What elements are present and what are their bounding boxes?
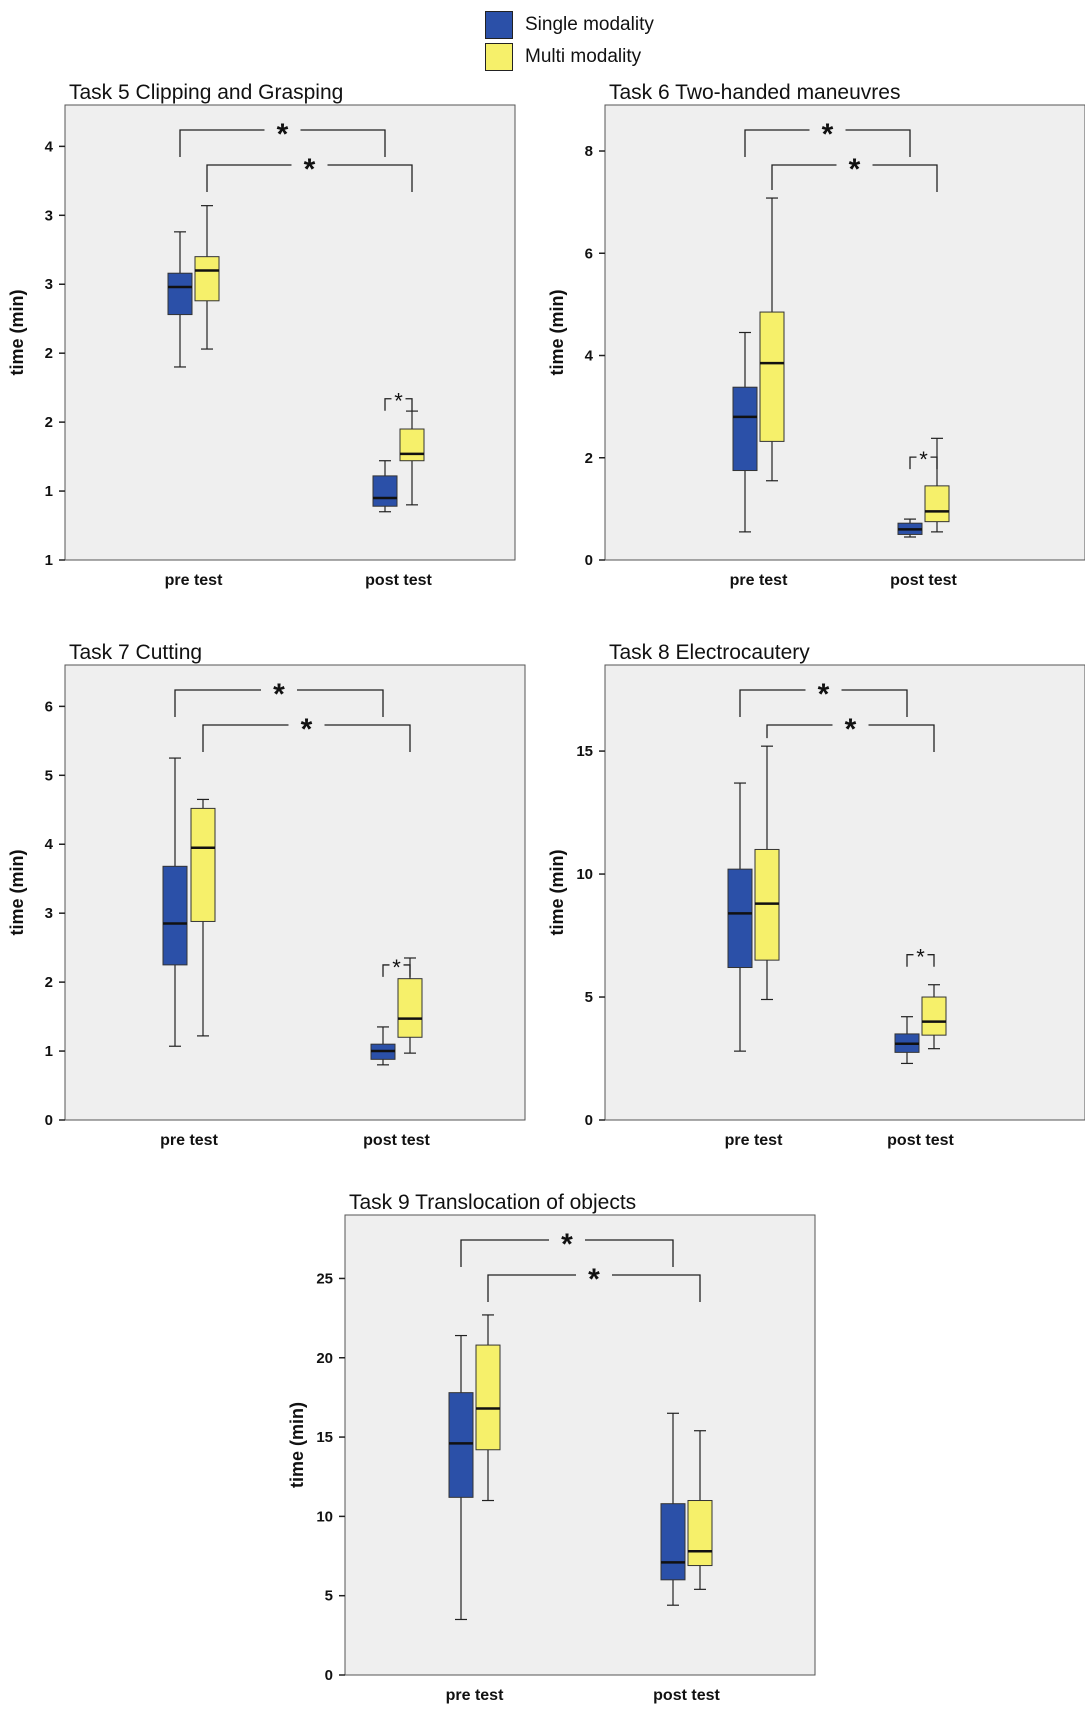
box-iqr bbox=[400, 429, 424, 461]
box-iqr bbox=[398, 979, 422, 1038]
legend-label-single: Single modality bbox=[525, 14, 654, 36]
chart-title: Task 9 Translocation of objects bbox=[349, 1191, 636, 1214]
x-category-label: post test bbox=[890, 572, 957, 589]
significance-star: * bbox=[392, 955, 401, 980]
y-tick-label: 0 bbox=[585, 1112, 593, 1129]
box-iqr bbox=[661, 1504, 685, 1580]
significance-star: * bbox=[919, 447, 928, 472]
significance-star: * bbox=[301, 713, 313, 746]
box-iqr bbox=[688, 1501, 712, 1566]
legend-item-single: Single modality bbox=[485, 10, 654, 40]
chart-task-8: Task 8 Electrocautery 0 5 10 15 time (min) pre… bbox=[545, 640, 1085, 1160]
y-tick-label: 25 bbox=[316, 1270, 333, 1287]
plot-area bbox=[345, 1215, 815, 1675]
significance-star: * bbox=[304, 153, 316, 186]
y-tick-label: 6 bbox=[45, 698, 53, 715]
y-tick-label: 0 bbox=[325, 1667, 333, 1684]
x-category-label: pre test bbox=[730, 572, 788, 589]
y-tick-label: 1 bbox=[45, 483, 53, 500]
significance-star: * bbox=[588, 1263, 600, 1296]
y-tick-label: 10 bbox=[576, 866, 593, 883]
box-iqr bbox=[191, 808, 215, 921]
y-tick-label: 4 bbox=[45, 138, 54, 155]
y-tick-label: 1 bbox=[45, 1043, 53, 1060]
significance-star: * bbox=[277, 118, 289, 151]
legend: Single modality Multi modality bbox=[485, 10, 654, 74]
y-axis-label: time (min) bbox=[287, 1402, 307, 1488]
x-category-label: post test bbox=[653, 1687, 720, 1704]
y-tick-label: 2 bbox=[585, 450, 593, 467]
y-tick-label: 6 bbox=[585, 245, 593, 262]
significance-star: * bbox=[916, 945, 925, 970]
y-tick-label: 2 bbox=[45, 345, 53, 362]
box-iqr bbox=[449, 1393, 473, 1498]
chart-title: Task 8 Electrocautery bbox=[609, 641, 810, 664]
box-iqr bbox=[922, 997, 946, 1035]
significance-star: * bbox=[818, 678, 830, 711]
y-axis-label: time (min) bbox=[547, 289, 567, 375]
plot-area bbox=[65, 665, 525, 1120]
y-tick-label: 4 bbox=[45, 836, 54, 853]
plot-area bbox=[65, 105, 515, 560]
x-category-label: pre test bbox=[446, 1687, 504, 1704]
y-tick-label: 3 bbox=[45, 905, 53, 922]
legend-item-multi: Multi modality bbox=[485, 42, 654, 72]
box-iqr bbox=[168, 273, 192, 314]
y-tick-label: 1 bbox=[45, 552, 53, 569]
legend-swatch-single bbox=[485, 11, 513, 39]
y-tick-label: 2 bbox=[45, 414, 53, 431]
y-tick-label: 15 bbox=[316, 1429, 333, 1446]
significance-star: * bbox=[849, 153, 861, 186]
significance-star: * bbox=[394, 389, 403, 414]
legend-label-multi: Multi modality bbox=[525, 46, 641, 68]
box-iqr bbox=[728, 869, 752, 967]
y-tick-label: 3 bbox=[45, 207, 53, 224]
y-tick-label: 20 bbox=[316, 1350, 333, 1367]
y-tick-label: 10 bbox=[316, 1508, 333, 1525]
chart-title: Task 5 Clipping and Grasping bbox=[69, 81, 343, 104]
x-category-label: post test bbox=[365, 572, 432, 589]
chart-task-7: Task 7 Cutting 0 1 2 3 4 5 6 time (min) pre test p… bbox=[0, 640, 545, 1160]
x-category-label: pre test bbox=[160, 1132, 218, 1149]
significance-star: * bbox=[822, 118, 834, 151]
y-tick-label: 15 bbox=[576, 743, 593, 760]
x-category-label: pre test bbox=[725, 1132, 783, 1149]
box-iqr bbox=[476, 1345, 500, 1450]
x-category-label: post test bbox=[363, 1132, 430, 1149]
chart-title: Task 6 Two-handed maneuvres bbox=[609, 81, 900, 104]
x-category-label: pre test bbox=[165, 572, 223, 589]
box-iqr bbox=[373, 476, 397, 506]
chart-task-9: Task 9 Translocation of objects 0 5 10 15 20 2… bbox=[280, 1195, 840, 1709]
y-tick-label: 5 bbox=[585, 989, 593, 1006]
y-tick-label: 3 bbox=[45, 276, 53, 293]
box-iqr bbox=[733, 387, 757, 470]
box-iqr bbox=[195, 257, 219, 301]
y-tick-label: 4 bbox=[585, 348, 594, 365]
y-tick-label: 5 bbox=[325, 1588, 333, 1605]
plot-area bbox=[605, 105, 1085, 560]
y-axis-label: time (min) bbox=[7, 849, 27, 935]
chart-title: Task 7 Cutting bbox=[69, 641, 202, 664]
significance-star: * bbox=[561, 1228, 573, 1261]
box-iqr bbox=[925, 486, 949, 522]
box-iqr bbox=[163, 866, 187, 965]
chart-task-6: Task 6 Two-handed maneuvres 0 2 4 6 8 time (mi… bbox=[545, 80, 1085, 600]
x-category-label: post test bbox=[887, 1132, 954, 1149]
y-tick-label: 0 bbox=[585, 552, 593, 569]
significance-star: * bbox=[273, 678, 285, 711]
y-axis-label: time (min) bbox=[547, 849, 567, 935]
legend-swatch-multi bbox=[485, 43, 513, 71]
y-tick-label: 8 bbox=[585, 143, 593, 160]
y-tick-label: 2 bbox=[45, 974, 53, 991]
box-iqr bbox=[760, 312, 784, 441]
y-axis-label: time (min) bbox=[7, 289, 27, 375]
significance-star: * bbox=[845, 713, 857, 746]
chart-task-5: Task 5 Clipping and Grasping 1 1 2 2 3 3 4 time … bbox=[0, 80, 545, 600]
y-tick-label: 5 bbox=[45, 767, 53, 784]
y-tick-label: 0 bbox=[45, 1112, 53, 1129]
